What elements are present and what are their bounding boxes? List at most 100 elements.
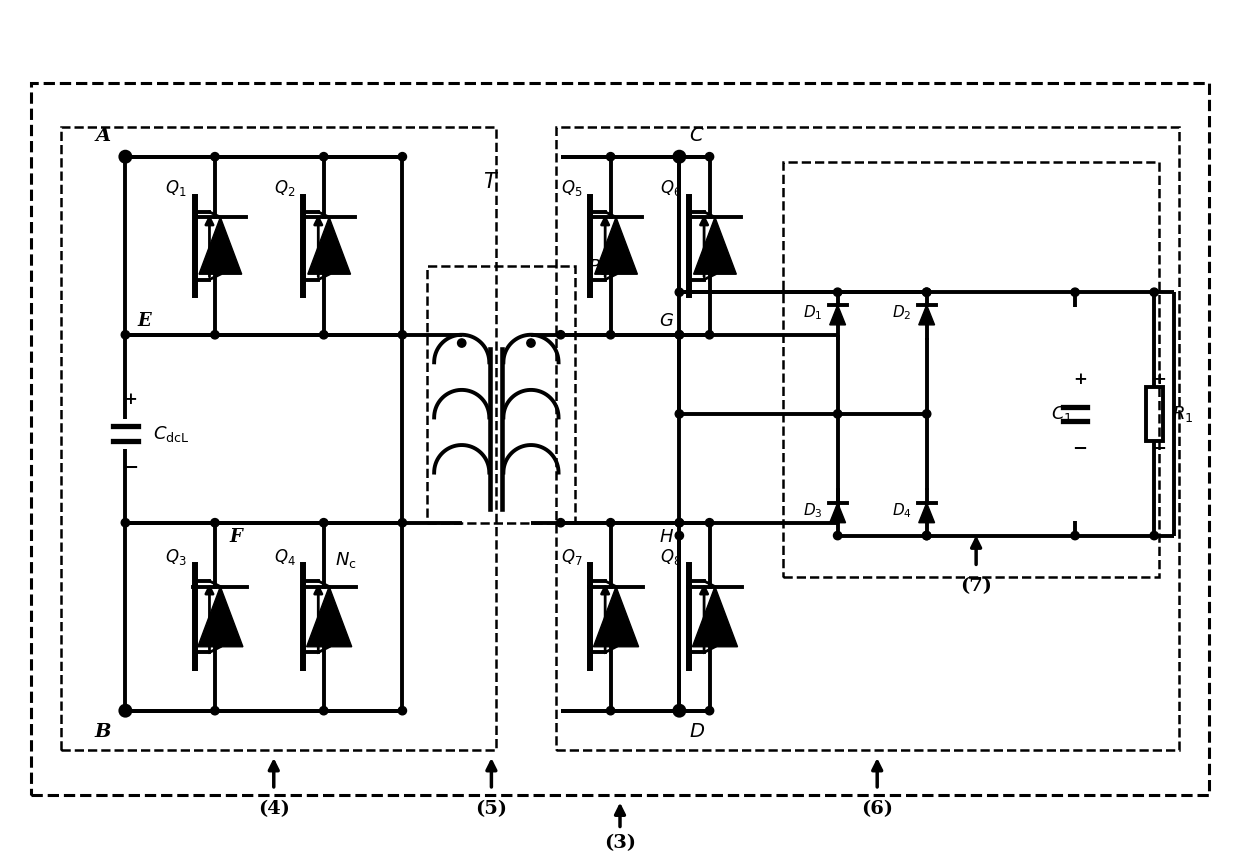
Text: $D_3$: $D_3$ [804, 501, 823, 520]
Text: −: − [1152, 440, 1167, 458]
Bar [31, 82, 1209, 794]
Text: (5): (5) [475, 800, 507, 818]
Text: (4): (4) [258, 800, 290, 818]
Circle shape [398, 153, 407, 161]
Text: $Q_7$: $Q_7$ [560, 547, 583, 566]
Circle shape [923, 410, 931, 418]
Circle shape [676, 331, 683, 339]
Circle shape [211, 706, 219, 715]
Circle shape [211, 331, 219, 339]
Circle shape [458, 339, 466, 347]
Circle shape [923, 288, 931, 297]
Circle shape [320, 706, 327, 715]
Text: $D$: $D$ [689, 722, 706, 740]
Polygon shape [198, 217, 242, 274]
Circle shape [676, 518, 683, 527]
Circle shape [1071, 531, 1079, 540]
Text: $Q_2$: $Q_2$ [274, 178, 295, 198]
Text: B: B [94, 722, 110, 740]
Circle shape [320, 153, 327, 161]
Text: (6): (6) [862, 800, 893, 818]
Circle shape [557, 331, 564, 339]
Circle shape [706, 153, 714, 161]
Polygon shape [919, 503, 935, 523]
Circle shape [122, 518, 129, 527]
Text: +: + [1152, 371, 1166, 387]
Circle shape [122, 706, 129, 715]
Circle shape [320, 518, 327, 527]
Text: $G$: $G$ [660, 312, 675, 330]
Text: $T$: $T$ [484, 171, 500, 191]
Circle shape [676, 410, 683, 418]
Circle shape [676, 288, 683, 297]
Circle shape [706, 518, 714, 527]
Circle shape [923, 288, 931, 297]
Circle shape [833, 531, 842, 540]
Bar [784, 162, 1159, 577]
Circle shape [923, 531, 931, 540]
Text: +: + [124, 391, 138, 408]
Circle shape [833, 288, 842, 297]
Text: E: E [138, 312, 151, 330]
Circle shape [676, 331, 683, 339]
Circle shape [398, 518, 407, 527]
Circle shape [211, 518, 219, 527]
Circle shape [320, 331, 327, 339]
Circle shape [1071, 288, 1079, 297]
Text: $Q_1$: $Q_1$ [165, 178, 187, 198]
Polygon shape [306, 587, 352, 647]
Circle shape [676, 706, 683, 715]
Text: $D_1$: $D_1$ [804, 303, 823, 322]
Text: −: − [1073, 440, 1087, 458]
Circle shape [706, 706, 714, 715]
Polygon shape [919, 305, 935, 325]
Text: $Q_5$: $Q_5$ [560, 178, 583, 198]
Polygon shape [308, 217, 351, 274]
Circle shape [606, 706, 615, 715]
Circle shape [833, 410, 842, 418]
Circle shape [557, 518, 564, 527]
Text: $C_{\rm dcL}$: $C_{\rm dcL}$ [153, 423, 190, 444]
Bar [556, 127, 1179, 750]
Text: $P_{\rm c}$: $P_{\rm c}$ [588, 257, 608, 278]
Polygon shape [594, 587, 639, 647]
Polygon shape [692, 587, 738, 647]
Text: $Q_6$: $Q_6$ [660, 178, 681, 198]
Circle shape [676, 153, 683, 161]
Circle shape [676, 518, 683, 527]
Polygon shape [830, 503, 846, 523]
Circle shape [122, 153, 129, 161]
Bar [1146, 387, 1163, 441]
Text: +: + [1073, 371, 1087, 387]
Text: $H$: $H$ [660, 528, 675, 546]
Circle shape [398, 331, 407, 339]
Circle shape [527, 339, 536, 347]
Circle shape [606, 153, 615, 161]
Text: (3): (3) [604, 835, 636, 853]
Text: −: − [123, 459, 138, 477]
Text: $Q_8$: $Q_8$ [660, 547, 681, 566]
Text: $N_{\rm c}$: $N_{\rm c}$ [335, 550, 357, 571]
Circle shape [398, 706, 407, 715]
Text: F: F [229, 528, 242, 546]
Circle shape [1149, 288, 1158, 297]
Circle shape [1149, 531, 1158, 540]
Circle shape [122, 331, 129, 339]
Text: A: A [95, 127, 110, 145]
Text: $D_4$: $D_4$ [892, 501, 911, 520]
Circle shape [606, 331, 615, 339]
Bar [427, 266, 575, 523]
Bar [61, 127, 496, 750]
Polygon shape [595, 217, 637, 274]
Text: $C_1$: $C_1$ [1050, 404, 1073, 424]
Polygon shape [830, 305, 846, 325]
Circle shape [676, 531, 683, 540]
Circle shape [606, 518, 615, 527]
Text: $D_2$: $D_2$ [893, 303, 911, 322]
Text: (7): (7) [960, 577, 992, 595]
Text: $C$: $C$ [689, 127, 704, 145]
Circle shape [211, 153, 219, 161]
Text: $R_1$: $R_1$ [1172, 404, 1193, 424]
Text: $Q_4$: $Q_4$ [274, 547, 295, 566]
Polygon shape [693, 217, 737, 274]
